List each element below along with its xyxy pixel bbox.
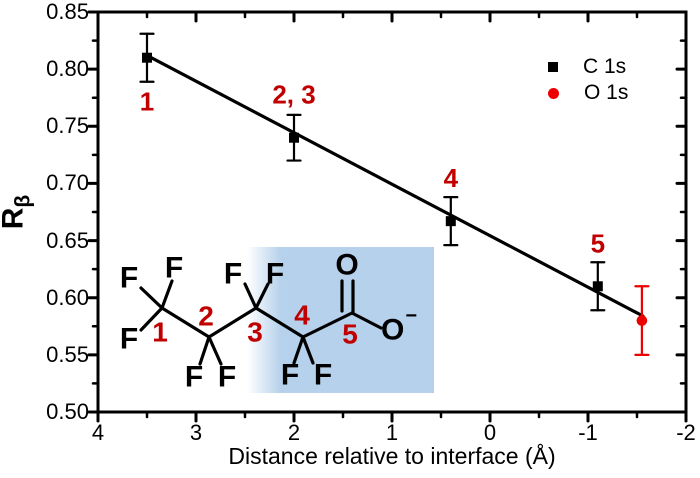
y-tick-label: 0.85 — [46, 0, 89, 24]
x-tick-label: -1 — [578, 420, 598, 445]
legend-label-c1s: C 1s — [583, 55, 627, 78]
atom-label-f: F — [120, 262, 138, 295]
y-axis-title-base: R — [0, 208, 30, 230]
molecule-bond — [139, 306, 164, 332]
y-tick-label: 0.70 — [46, 170, 89, 196]
legend-item-c1s: C 1s — [548, 54, 628, 80]
c1s-square-marker-icon — [548, 62, 558, 72]
atom-label-o: O — [335, 249, 358, 282]
legend-item-o1s: O 1s — [548, 80, 628, 106]
y-tick-label: 0.65 — [46, 227, 89, 253]
molecule-bond — [243, 282, 258, 310]
y-axis-title: Rβ — [0, 195, 36, 230]
atom-label-f: F — [165, 252, 183, 285]
legend-label-o1s: O 1s — [584, 81, 629, 104]
molecule-bond — [160, 306, 211, 339]
molecule-bond — [350, 311, 383, 330]
carbon-position-annotation: 4 — [444, 163, 459, 193]
molecule-bond — [301, 311, 354, 339]
molecule-bond — [292, 335, 305, 365]
atom-label-f: F — [218, 361, 236, 394]
carbon-position-annotation: 1 — [140, 87, 154, 117]
data-point-c1s — [289, 132, 299, 143]
atom-label-f: F — [314, 359, 332, 392]
y-tick-label: 0.55 — [46, 341, 89, 367]
y-tick-label: 0.60 — [46, 284, 89, 310]
o1s-circle-marker-icon — [548, 87, 559, 99]
atom-label-f: F — [185, 361, 203, 394]
molecule-bond — [207, 306, 258, 339]
carbon-position-annotation: 2, 3 — [272, 80, 315, 110]
carbon-number-label: 3 — [247, 317, 263, 348]
y-axis-title-subscript: β — [11, 194, 35, 208]
atom-label-f: F — [266, 258, 284, 291]
molecule-bond — [160, 279, 174, 310]
x-axis-title: Distance relative to interface (Å) — [228, 443, 556, 469]
atom-label-f: F — [120, 323, 138, 356]
x-tick-label: -2 — [676, 420, 696, 445]
carbon-number-label: 5 — [342, 319, 358, 350]
y-tick-label: 0.75 — [46, 113, 89, 139]
atom-label-f: F — [281, 359, 299, 392]
data-point-c1s — [142, 52, 152, 63]
molecule-bond — [254, 282, 270, 310]
molecule-bond — [198, 335, 211, 366]
x-tick-label: 4 — [91, 420, 105, 445]
x-tick-label: 0 — [483, 420, 497, 445]
linear-fit-line — [145, 53, 645, 318]
molecule-bond — [301, 335, 315, 365]
carbon-number-label: 2 — [198, 301, 214, 332]
data-point-c1s — [445, 216, 456, 227]
data-point-o1s — [636, 315, 648, 326]
data-point-c1s — [592, 281, 603, 292]
carbon-number-label: 1 — [152, 317, 168, 348]
x-tick-label: 1 — [385, 420, 399, 445]
x-tick-label: 2 — [287, 420, 301, 445]
carbon-position-annotation: 5 — [591, 228, 605, 258]
legend: C 1s O 1s — [548, 54, 628, 106]
atom-label-f: F — [224, 258, 242, 291]
molecule-bond — [139, 286, 164, 310]
y-tick-label: 0.50 — [46, 399, 89, 424]
x-tick-label: 3 — [189, 420, 203, 445]
y-tick-label: 0.80 — [46, 56, 89, 82]
molecule-bond — [254, 306, 305, 339]
molecule-bond — [207, 335, 223, 366]
carbon-number-label: 4 — [294, 300, 310, 331]
